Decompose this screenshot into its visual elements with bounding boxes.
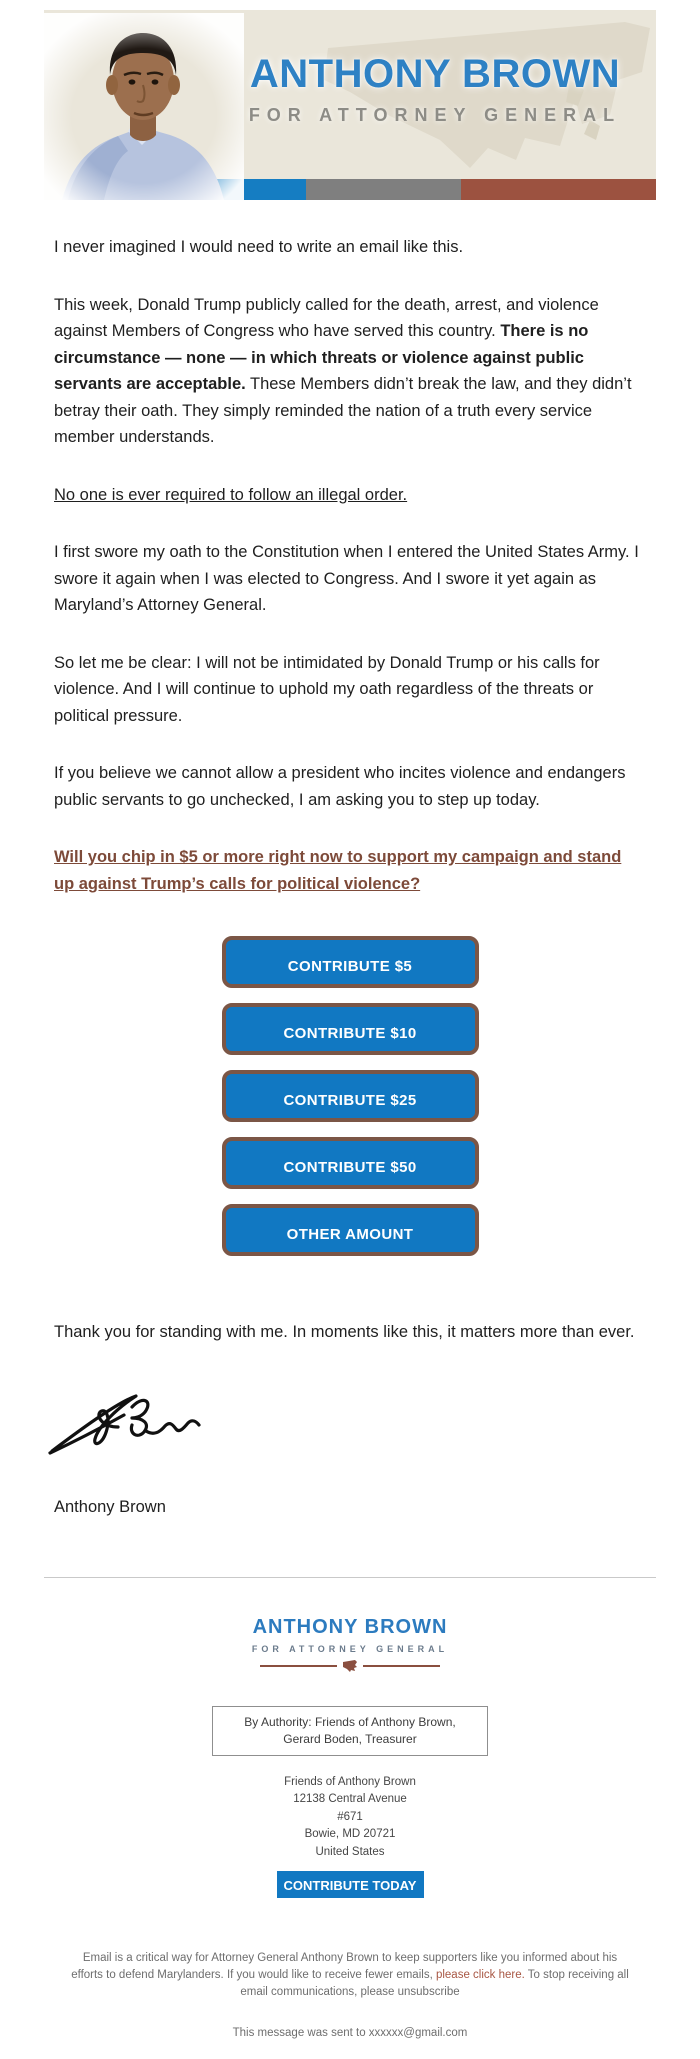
- footer-logo-subtitle: FOR ATTORNEY GENERAL: [251, 1643, 449, 1654]
- contribute-today-button[interactable]: CONTRIBUTE TODAY: [276, 1871, 424, 1898]
- stripe-red-segment: [461, 179, 656, 200]
- contribute-25-button[interactable]: CONTRIBUTE $25: [221, 1070, 479, 1122]
- p2-bold-statement: There is no circumstance — none — in whi…: [54, 322, 589, 393]
- closing-text: Thank you for standing with me. In momen…: [44, 1285, 656, 1346]
- anthony-brown-photo: [44, 13, 244, 200]
- sent-to-line: This message was sent to xxxxxx@gmail.co…: [232, 2027, 468, 2039]
- address-country: United States: [315, 1845, 385, 1858]
- p2-start: This week, Donald Trump publicly called …: [54, 295, 599, 341]
- paragraph-illegal-order: No one is ever required to follow an ill…: [54, 482, 646, 509]
- paragraph-intro: I never imagined I would need to write a…: [54, 238, 464, 256]
- footer-logo-name: ANTHONY BROWN: [252, 1615, 448, 1638]
- other-amount-button[interactable]: OTHER AMOUNT: [221, 1204, 479, 1256]
- contribute-5-button[interactable]: CONTRIBUTE $5: [221, 936, 479, 988]
- authority-disclaimer-box: By Authority: Friends of Anthony Brown, …: [212, 1705, 488, 1756]
- chip-in-cta-paragraph: Will you chip in $5 or more right now to…: [54, 844, 646, 897]
- contribute-50-button[interactable]: CONTRIBUTE $50: [221, 1137, 479, 1189]
- address-unit: #671: [337, 1810, 363, 1823]
- header-title-block: ANTHONY BROWN FOR ATTORNEY GENERAL: [229, 52, 641, 126]
- stripe-gray-segment: [306, 179, 461, 200]
- authority-line-2: Gerard Boden, Treasurer: [283, 1731, 417, 1746]
- mailing-address: Friends of Anthony Brown 12138 Central A…: [44, 1774, 656, 1862]
- chip-in-link[interactable]: Will you chip in $5 or more right now to…: [54, 848, 622, 893]
- address-street: 12138 Central Avenue: [293, 1793, 407, 1805]
- email-body: ANTHONY BROWN FOR ATTORNEY GENERAL: [44, 0, 656, 2039]
- underlined-statement: No one is ever required to follow an ill…: [54, 485, 408, 504]
- fineprint-text: Email is a critical way for Attorney Gen…: [70, 1950, 630, 2001]
- header-candidate-name: ANTHONY BROWN: [249, 52, 621, 96]
- fewer-emails-link[interactable]: please click here.: [435, 1969, 525, 1981]
- maryland-map-watermark: [324, 22, 650, 168]
- authority-line-1: By Authority: Friends of Anthony Brown,: [244, 1714, 456, 1729]
- paragraph-step-up: If you believe we cannot allow a preside…: [54, 764, 626, 809]
- fineprint-part1: Email is a critical way for Attorney Gen…: [71, 1952, 618, 1981]
- maryland-shape-icon: [343, 1659, 357, 1672]
- signoff-name: Anthony Brown: [54, 1497, 166, 1516]
- contribution-button-stack: CONTRIBUTE $5 CONTRIBUTE $10 CONTRIBUTE …: [44, 928, 656, 1285]
- email-footer: ANTHONY BROWN FOR ATTORNEY GENERAL By Au…: [44, 1616, 656, 2040]
- contribute-10-button[interactable]: CONTRIBUTE $10: [221, 1003, 479, 1055]
- email-letter-text: I never imagined I would need to write a…: [44, 200, 656, 897]
- paragraph-thanks: Thank you for standing with me. In momen…: [54, 1323, 635, 1341]
- signature-image: [48, 1393, 201, 1455]
- address-org: Friends of Anthony Brown: [284, 1775, 416, 1788]
- paragraph-not-intimidated: So let me be clear: I will not be intimi…: [54, 653, 600, 725]
- footer-logo-rule: [260, 1659, 440, 1672]
- paragraph-trump-threats: This week, Donald Trump publicly called …: [54, 292, 646, 451]
- p2-end: These Members didn’t break the law, and …: [54, 375, 632, 446]
- footer-logo: ANTHONY BROWN FOR ATTORNEY GENERAL: [44, 1616, 656, 1672]
- footer-divider: [44, 1576, 656, 1578]
- campaign-header-banner: ANTHONY BROWN FOR ATTORNEY GENERAL: [44, 10, 656, 200]
- address-city: Bowie, MD 20721: [304, 1828, 396, 1840]
- header-office-subtitle: FOR ATTORNEY GENERAL: [248, 105, 622, 125]
- paragraph-oath: I first swore my oath to the Constitutio…: [54, 543, 639, 614]
